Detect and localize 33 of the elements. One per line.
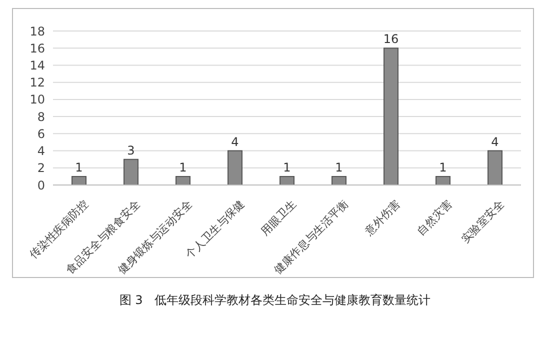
caption: 图 3 低年级段科学教材各类生命安全与健康教育数量统计 [118, 292, 432, 309]
bar [176, 176, 190, 185]
x-tick-label: 意外伤害 [362, 198, 403, 239]
data-label: 1 [335, 160, 343, 174]
bar [384, 48, 398, 185]
bar [228, 150, 242, 185]
y-tick-label: 14 [30, 58, 45, 72]
data-label: 1 [439, 160, 447, 174]
bar [124, 158, 138, 185]
data-label: 1 [283, 160, 291, 174]
data-label: 16 [383, 32, 399, 46]
y-tick-label: 16 [30, 41, 45, 56]
data-label: 1 [179, 160, 187, 174]
y-tick-label: 8 [37, 110, 45, 124]
data-label: 1 [75, 160, 83, 174]
x-tick-label: 用眼卫生 [258, 198, 299, 238]
bar [488, 150, 502, 185]
bar [280, 176, 294, 185]
data-label: 4 [491, 134, 499, 149]
bar [72, 176, 86, 185]
y-tick-label: 10 [30, 92, 45, 107]
y-tick-label: 12 [30, 76, 45, 90]
bar [332, 176, 346, 185]
y-tick-label: 6 [37, 126, 45, 141]
y-tick-label: 18 [30, 24, 45, 38]
x-tick-label: 自然灾害 [414, 198, 455, 238]
y-tick-label: 0 [37, 178, 45, 192]
y-tick-label: 4 [37, 144, 45, 158]
y-tick-label: 2 [37, 161, 45, 176]
bar [436, 176, 450, 185]
data-label: 3 [127, 143, 135, 158]
x-tick-label: 实验室安全 [458, 198, 507, 246]
data-label: 4 [231, 134, 239, 149]
